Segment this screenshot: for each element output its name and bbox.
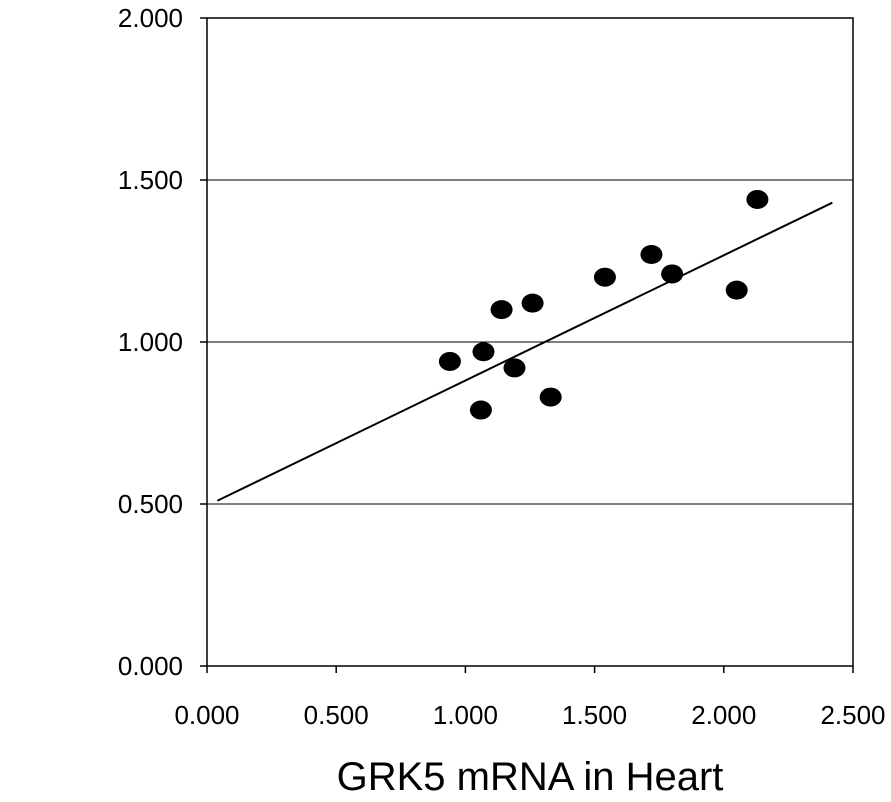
data-point [593,267,616,287]
data-point [490,300,513,320]
x-tick-label: 2.000 [691,700,756,730]
y-tick-label: 0.500 [118,489,183,519]
data-point [725,280,748,300]
x-axis: 0.000 0.500 1.000 1.500 2.000 2.500 [174,666,886,730]
data-point [472,342,495,362]
y-tick-label: 1.000 [118,327,183,357]
x-tick-label: 1.000 [433,700,498,730]
x-tick-label: 2.500 [820,700,885,730]
y-axis-title: GRK5 mRNA in Lymphocytes [5,80,49,603]
data-point [438,351,461,371]
data-point [521,293,544,313]
data-point [469,400,492,420]
x-axis-title: GRK5 mRNA in Heart [337,755,724,799]
data-points [438,189,769,420]
data-point [746,189,769,209]
y-tick-label: 1.500 [118,165,183,195]
gridlines [207,179,853,505]
y-axis: 0.000 0.500 1.000 1.500 2.000 [118,3,207,681]
data-point [640,245,663,265]
y-tick-label: 2.000 [118,3,183,33]
x-tick-label: 0.500 [304,700,369,730]
x-tick-label: 1.500 [562,700,627,730]
x-tick-label: 0.000 [174,700,239,730]
data-point [661,264,684,284]
data-point [503,358,526,378]
trendline [216,201,833,502]
y-tick-label: 0.000 [118,651,183,681]
data-point [539,387,562,407]
